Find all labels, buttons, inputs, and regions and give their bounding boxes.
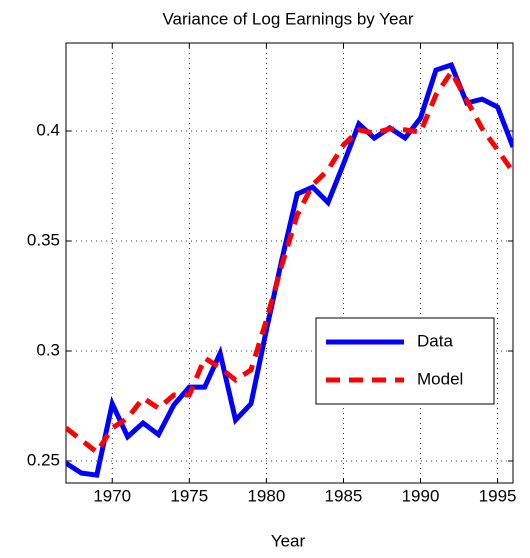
legend-label: Data [417, 331, 453, 350]
x-tick-label: 1970 [93, 486, 131, 505]
chart-title: Variance of Log Earnings by Year [162, 9, 413, 28]
x-axis-label: Year [271, 531, 306, 550]
data-line [66, 67, 513, 456]
x-tick-label: 1975 [170, 486, 208, 505]
x-tick-label: 1995 [479, 486, 517, 505]
y-tick-label: 0.25 [27, 450, 60, 469]
legend-box [315, 317, 495, 405]
data-line [66, 61, 513, 478]
x-tick-label: 1980 [247, 486, 285, 505]
y-tick-label: 0.4 [36, 120, 60, 139]
plot-frame [65, 42, 514, 484]
y-tick-label: 0.35 [27, 230, 60, 249]
x-tick-label: 1990 [402, 486, 440, 505]
legend-label: Model [417, 369, 463, 388]
x-tick-label: 1985 [325, 486, 363, 505]
y-tick-label: 0.3 [36, 340, 60, 359]
